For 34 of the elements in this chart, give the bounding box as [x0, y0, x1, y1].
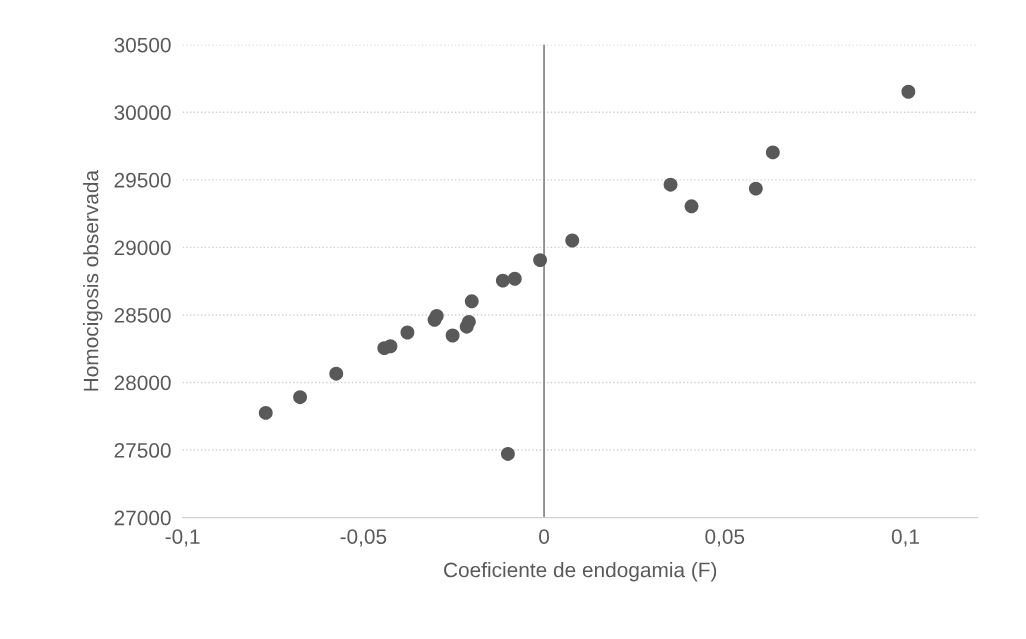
point: [445, 328, 460, 343]
y-axis-title: Homocigosis observada: [83, 169, 103, 391]
point: [383, 339, 398, 354]
point: [901, 84, 916, 99]
y-tick-label: 29500: [114, 172, 171, 188]
point: [329, 366, 344, 381]
point: [400, 325, 415, 340]
point: [765, 145, 780, 160]
y-tick-label: 28000: [114, 375, 171, 391]
x-tick-label: -0,1: [165, 529, 200, 547]
x-tick-label: 0,05: [705, 529, 745, 547]
x-axis-title: Coeficiente de endogamia (F): [444, 562, 717, 582]
point: [461, 314, 476, 329]
y-tick-label: 30500: [114, 37, 171, 53]
y-tick-label: 29000: [114, 240, 171, 256]
point: [533, 253, 548, 268]
point: [429, 308, 444, 323]
x-tick-label: -0,05: [340, 529, 387, 547]
y-tick-label: 27000: [114, 510, 171, 526]
point: [495, 273, 510, 288]
point: [748, 181, 763, 196]
point: [507, 271, 522, 286]
x-tick-label: 0: [539, 529, 550, 544]
x-tick-label: 0,1: [891, 529, 919, 547]
point: [293, 390, 308, 405]
y-tick-label: 27500: [114, 443, 171, 458]
point: [258, 405, 273, 420]
y-tick-label: 30000: [114, 105, 171, 121]
point: [500, 447, 515, 461]
point: [684, 199, 699, 214]
point: [565, 233, 580, 248]
y-tick-label: 28500: [114, 307, 171, 323]
point: [464, 294, 479, 309]
point: [663, 177, 678, 192]
